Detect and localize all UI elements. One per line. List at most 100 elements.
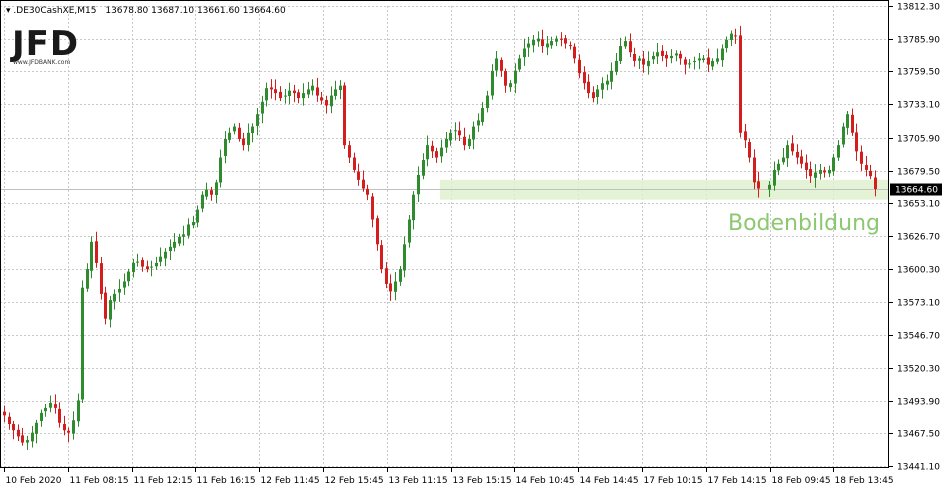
candle-body <box>389 283 392 292</box>
candle-body <box>182 234 185 237</box>
x-tick-label: 10 Feb 2020 <box>6 476 62 486</box>
candle-body <box>81 287 84 400</box>
candle-body <box>809 169 812 177</box>
candle-body <box>782 157 785 163</box>
grid <box>0 6 889 467</box>
candle-body <box>560 38 563 40</box>
x-tick-label: 11 Feb 12:15 <box>134 476 193 486</box>
candle-body <box>417 174 420 195</box>
candle-body <box>624 41 627 47</box>
candle-body <box>435 151 438 158</box>
candle-body <box>150 266 153 268</box>
candle-body <box>412 194 415 221</box>
candle-body <box>366 188 369 195</box>
x-tick-label: 14 Feb 10:45 <box>516 476 575 486</box>
y-tick-label: 13653.10 <box>897 200 940 210</box>
candle-body <box>837 145 840 158</box>
candle-body <box>606 80 609 85</box>
candle-body <box>54 404 57 408</box>
candle-body <box>642 58 645 65</box>
candle-body <box>72 420 75 434</box>
candle-body <box>661 50 664 56</box>
candle-body <box>251 126 254 134</box>
candle-body <box>757 181 760 189</box>
candle-body <box>247 132 250 146</box>
candle-body <box>463 136 466 146</box>
candle-body <box>426 145 429 160</box>
logo-text: JFD <box>10 24 79 64</box>
candle-body <box>739 35 742 133</box>
x-tick-label: 17 Feb 14:15 <box>708 476 767 486</box>
candle-body <box>702 58 705 60</box>
candles <box>3 25 877 451</box>
x-axis: 10 Feb 2020 11 Feb 08:15 11 Feb 12:15 11 Fe… <box>4 468 894 486</box>
candle-body <box>274 89 277 94</box>
candle-body <box>734 35 737 37</box>
candle-body <box>380 245 383 270</box>
candle-body <box>242 138 245 146</box>
candle-body <box>325 99 328 106</box>
candle-body <box>136 261 139 263</box>
candle-body <box>716 58 719 62</box>
candle-body <box>449 132 452 141</box>
candle-body <box>656 52 659 57</box>
ohlc-label: 13678.80 13687.10 13661.60 13664.60 <box>105 6 286 16</box>
candle-body <box>357 171 360 180</box>
candle-body <box>445 138 448 148</box>
y-tick-label: 13600.30 <box>897 266 940 276</box>
x-tick-label: 18 Feb 13:45 <box>835 476 894 486</box>
y-tick-label: 13785.90 <box>897 36 940 46</box>
candle-body <box>730 33 733 40</box>
candle-body <box>35 422 38 434</box>
candle-body <box>495 58 498 71</box>
candle-body <box>477 120 480 126</box>
candle-body <box>178 236 181 244</box>
x-tick-label: 13 Feb 15:15 <box>453 476 512 486</box>
candle-body <box>31 432 34 442</box>
candle-body <box>12 423 15 431</box>
candle-body <box>205 189 208 197</box>
candle-body <box>353 157 356 170</box>
candle-body <box>679 53 682 59</box>
y-tick-label: 13546.70 <box>897 332 940 342</box>
candle-body <box>537 38 540 42</box>
candle-body <box>707 57 710 65</box>
candle-body <box>90 241 93 271</box>
candle-body <box>270 87 273 90</box>
y-tick-label: 13679.50 <box>897 168 940 178</box>
candle-body <box>481 107 484 123</box>
candle-body <box>408 219 411 243</box>
candle-body <box>647 60 650 67</box>
x-tick-label: 13 Feb 11:15 <box>389 476 448 486</box>
candle-body <box>500 59 503 71</box>
candle-body <box>238 127 241 139</box>
candle-body <box>113 293 116 302</box>
candle-body <box>63 424 66 431</box>
candle-body <box>3 411 6 416</box>
candle-body <box>592 92 595 99</box>
candle-body <box>744 131 747 141</box>
candle-body <box>348 145 351 158</box>
candle-body <box>399 269 402 282</box>
candle-body <box>210 190 213 195</box>
candle-body <box>665 54 668 59</box>
candle-body <box>297 92 300 99</box>
y-tick-label: 13467.50 <box>897 430 940 440</box>
candle-body <box>169 246 172 252</box>
candle-body <box>215 182 218 196</box>
candle-body <box>587 81 590 94</box>
candle-body <box>711 60 714 67</box>
candle-body <box>21 435 24 443</box>
candle-body <box>869 170 872 177</box>
candle-body <box>307 89 310 95</box>
candle-body <box>228 132 231 140</box>
candle-body <box>422 160 425 176</box>
candle-body <box>805 162 808 170</box>
candle-body <box>855 132 858 152</box>
candle-body <box>146 266 149 270</box>
candle-body <box>330 95 333 107</box>
candle-body <box>192 221 195 226</box>
logo-url: www.JFDBANK.com <box>13 59 70 66</box>
candle-body <box>619 46 622 62</box>
candle-body <box>773 169 776 186</box>
